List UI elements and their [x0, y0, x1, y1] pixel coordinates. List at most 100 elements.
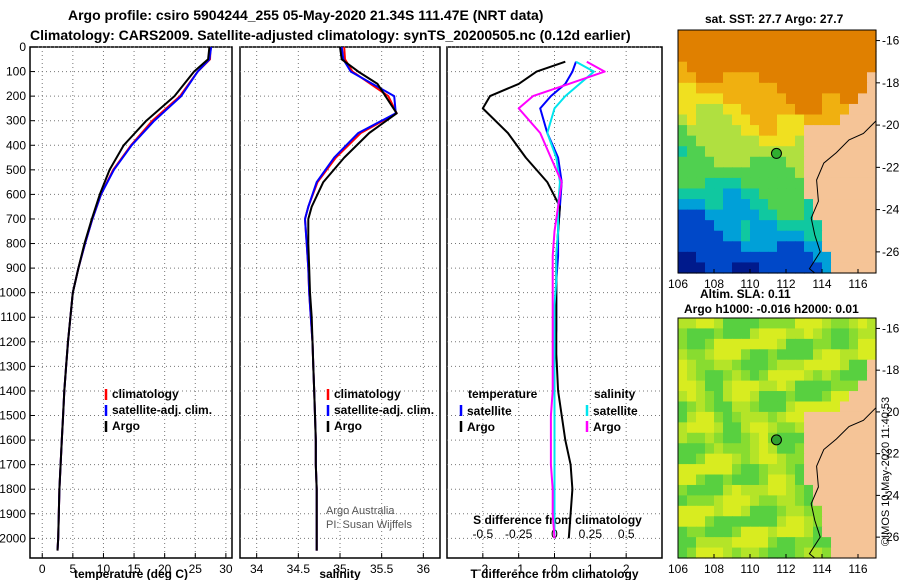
map-cell: [696, 338, 706, 350]
map-cell: [831, 443, 841, 455]
map-cell: [750, 422, 760, 434]
map-cell: [768, 251, 778, 264]
map-cell: [732, 474, 742, 486]
map-cell: [759, 61, 769, 73]
map-cell: [777, 338, 787, 350]
map-cell: [849, 209, 859, 221]
y-tick-label: 1700: [0, 458, 26, 472]
map-cell: [813, 537, 823, 549]
map-x-tick-label: 116: [848, 277, 867, 291]
map-cell: [777, 526, 787, 538]
map-cell: [858, 495, 868, 507]
map-cell: [732, 401, 742, 413]
map-cell: [678, 380, 688, 392]
map-map_sst: [677, 29, 880, 274]
map-cell: [714, 338, 724, 350]
map-cell: [750, 251, 760, 264]
map-cell: [849, 370, 859, 382]
map-cell: [687, 370, 697, 382]
map-cell: [777, 484, 787, 496]
map-cell: [831, 135, 841, 147]
map-cell: [759, 167, 769, 179]
map-cell: [795, 230, 805, 242]
map-cell: [723, 82, 733, 94]
map-cell: [714, 188, 724, 200]
map-cell: [759, 40, 769, 52]
map-cell: [804, 93, 814, 105]
map-cell: [741, 135, 751, 147]
map-cell: [678, 40, 688, 52]
map-cell: [768, 526, 778, 538]
map-cell: [858, 359, 868, 371]
map-x-tick-label: 110: [740, 562, 759, 576]
map-cell: [723, 72, 733, 84]
map-cell: [696, 146, 706, 158]
map-cell: [813, 391, 823, 403]
map-cell: [849, 103, 859, 116]
map-cell: [678, 422, 688, 434]
map-cell: [705, 146, 715, 158]
map-cell: [822, 359, 832, 371]
map-cell: [678, 453, 688, 465]
legend-label: Argo: [112, 419, 140, 433]
map-cell: [858, 432, 868, 444]
map-cell: [723, 401, 733, 413]
map-cell: [750, 220, 760, 232]
map-cell: [687, 177, 697, 190]
map-cell: [696, 495, 706, 507]
map-cell: [858, 318, 868, 330]
map-cell: [687, 40, 697, 52]
map-cell: [804, 380, 814, 392]
map-cell: [723, 146, 733, 158]
map-cell: [858, 401, 868, 413]
map-cell: [840, 537, 850, 549]
map-cell: [858, 484, 868, 496]
y-tick-label: 800: [6, 237, 26, 251]
x-tick-label: 34: [250, 562, 264, 576]
map-cell: [759, 401, 769, 413]
map-cell: [849, 188, 859, 200]
map-cell: [849, 40, 859, 52]
x-axis-title: salinity: [319, 567, 361, 580]
map-cell: [813, 495, 823, 507]
map-cell: [732, 526, 742, 538]
map-cell: [777, 251, 787, 264]
map-cell: [858, 526, 868, 538]
map-cell: [750, 135, 760, 147]
map-cell: [714, 432, 724, 444]
map-cell: [723, 167, 733, 179]
map-x-tick-label: 108: [704, 562, 724, 576]
map-cell: [840, 40, 850, 52]
map-cell: [831, 349, 841, 361]
map-cell: [804, 526, 814, 538]
map-cell: [732, 61, 742, 73]
map-cell: [786, 370, 796, 382]
map-cell: [678, 61, 688, 73]
map-cell: [777, 82, 787, 94]
map-cell: [705, 61, 715, 73]
map-cell: [696, 464, 706, 476]
map-cell: [804, 516, 814, 528]
map-cell: [867, 241, 877, 253]
map-cell: [678, 411, 688, 423]
map-cell: [723, 220, 733, 232]
map-x-tick-label: 108: [704, 277, 724, 291]
map-cell: [840, 177, 850, 190]
map-cell: [831, 146, 841, 158]
map-cell: [687, 411, 697, 423]
series-line-salinity-2: [307, 46, 398, 551]
map-cell: [732, 156, 742, 168]
argo-location-marker: [770, 434, 782, 446]
map-cell: [849, 391, 859, 403]
map-cell: [732, 349, 742, 361]
map-cell: [741, 146, 751, 158]
map-cell: [687, 464, 697, 476]
map-cell: [741, 93, 751, 105]
map-cell: [867, 391, 877, 403]
map-cell: [759, 495, 769, 507]
map-cell: [732, 230, 742, 242]
x-tick-label: 34.5: [287, 562, 311, 576]
map-cell: [840, 349, 850, 361]
map-cell: [804, 262, 814, 274]
map-cell: [777, 30, 787, 42]
